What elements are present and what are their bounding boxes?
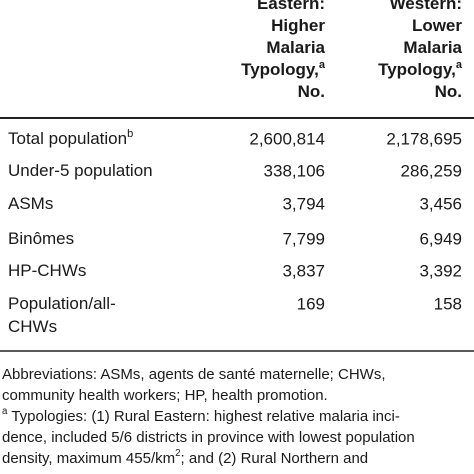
column-header: Malaria <box>403 38 462 57</box>
header-line: Typology, <box>378 60 456 79</box>
column-header: Western: <box>390 0 462 13</box>
cell-value: 158 <box>434 294 462 313</box>
column-header: Eastern: <box>257 0 325 13</box>
label-line: HP-CHWs <box>8 261 86 280</box>
superscript: a <box>456 59 463 71</box>
header-line: No. <box>435 82 462 101</box>
cell-value: 2,178,695 <box>386 129 462 148</box>
row-label: ASMs <box>8 194 53 213</box>
column-header: No. <box>435 82 462 101</box>
footnote-text: community health workers; HP, health pro… <box>2 387 328 404</box>
footnote-text: density, maximum 455/km <box>2 450 175 467</box>
header-line: Typology, <box>241 60 319 79</box>
footnote: Abbreviations: ASMs, agents de santé mat… <box>2 366 386 383</box>
label-line: ASMs <box>8 194 53 213</box>
column-header: Malaria <box>266 38 325 57</box>
row-label: HP-CHWs <box>8 261 86 280</box>
header-line: Eastern: <box>257 0 325 13</box>
label-line: CHWs <box>8 317 57 336</box>
label-line: Binômes <box>8 229 74 248</box>
cell-value: 6,949 <box>419 229 462 248</box>
header-line: Western: <box>390 0 462 13</box>
label-line: Population/all- <box>8 294 116 313</box>
column-header: Typology,a <box>378 59 463 80</box>
row-label: Population/all- <box>8 294 116 313</box>
row-label: Total populationb <box>8 128 133 149</box>
column-header: Lower <box>412 16 462 35</box>
footnote-text: ; and (2) Rural Northern and <box>181 450 369 467</box>
header-line: Malaria <box>266 38 325 57</box>
row-label: Binômes <box>8 229 74 248</box>
cell-value: 3,794 <box>282 194 325 213</box>
header-line: Malaria <box>403 38 462 57</box>
label-line: Under-5 population <box>8 161 153 180</box>
superscript: a <box>319 59 326 71</box>
superscript: 2 <box>175 448 180 459</box>
footnote: a Typologies: (1) Rural Eastern: highest… <box>2 406 400 425</box>
row-label: CHWs <box>8 317 57 336</box>
label-line: Total population <box>8 129 127 148</box>
superscript: b <box>127 128 133 140</box>
cell-value: 338,106 <box>264 161 325 180</box>
header-line: Lower <box>412 16 462 35</box>
column-header: Typology,a <box>241 59 326 80</box>
cell-value: 2,600,814 <box>249 129 325 148</box>
footnote-text: Typologies: (1) Rural Eastern: highest r… <box>7 408 399 425</box>
column-header: Higher <box>271 16 325 35</box>
cell-value: 7,799 <box>282 229 325 248</box>
footnote: dence, included 5/6 districts in provinc… <box>2 429 415 446</box>
cell-value: 286,259 <box>401 161 462 180</box>
superscript: a <box>2 406 8 417</box>
row-label: Under-5 population <box>8 161 153 180</box>
footnote-text: Abbreviations: ASMs, agents de santé mat… <box>2 366 386 383</box>
cell-value: 169 <box>297 294 325 313</box>
footnote-text: dence, included 5/6 districts in provinc… <box>2 429 415 446</box>
header-line: No. <box>298 82 325 101</box>
header-line: Higher <box>271 16 325 35</box>
column-header: No. <box>298 82 325 101</box>
cell-value: 3,392 <box>419 261 462 280</box>
cell-value: 3,456 <box>419 194 462 213</box>
footnote: density, maximum 455/km2; and (2) Rural … <box>2 448 368 467</box>
cell-value: 3,837 <box>282 261 325 280</box>
footnote: community health workers; HP, health pro… <box>2 387 328 404</box>
